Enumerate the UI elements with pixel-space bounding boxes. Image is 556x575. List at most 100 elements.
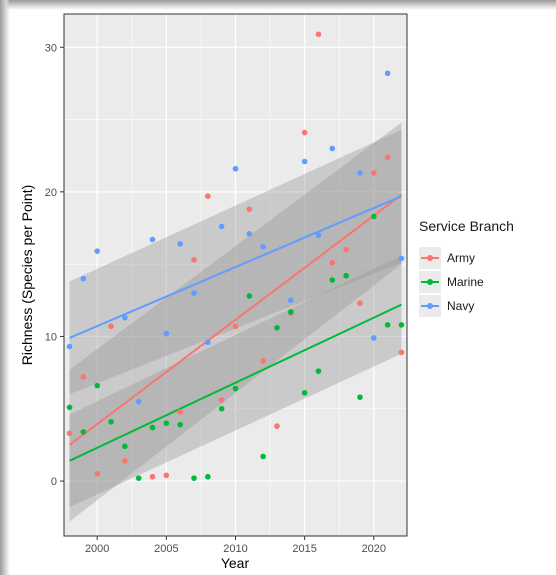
y-tick-label: 20 xyxy=(45,187,57,199)
data-point-marine xyxy=(315,368,322,374)
data-point-navy xyxy=(177,241,183,247)
fit-line-army xyxy=(68,193,403,446)
data-point-navy xyxy=(94,248,100,254)
legend-label-army: Army xyxy=(447,251,475,265)
data-point-navy xyxy=(315,232,322,239)
data-point-marine xyxy=(205,473,211,480)
y-tick-label: 30 xyxy=(45,42,57,54)
data-point-navy xyxy=(205,339,211,346)
data-point-navy xyxy=(218,223,225,230)
y-tick-label: 10 xyxy=(45,331,57,343)
data-point-army xyxy=(149,473,156,480)
data-point-army xyxy=(343,246,349,253)
data-point-army xyxy=(94,471,100,477)
legend-item-navy: Navy xyxy=(416,294,556,318)
fit-line-marine xyxy=(69,303,402,462)
data-point-navy xyxy=(191,290,197,296)
legend-label-marine: Marine xyxy=(447,275,484,289)
x-axis-ticks: 2000 2005 2010 2015 2020 xyxy=(85,536,386,555)
fit-lines xyxy=(68,193,403,462)
data-point-marine xyxy=(246,293,253,299)
data-point-navy xyxy=(384,70,391,77)
data-point-marine xyxy=(384,322,391,328)
confidence-ribbon-marine xyxy=(69,255,402,508)
legend-key-navy xyxy=(419,295,441,317)
x-tick-label: 2005 xyxy=(154,543,178,555)
confidence-ribbon-navy xyxy=(69,129,402,395)
data-point-army xyxy=(274,423,280,429)
grid-lines xyxy=(64,14,407,536)
y-axis-label: Richness (Species per Point) xyxy=(19,185,35,366)
window-shadow-top xyxy=(0,0,556,10)
data-point-navy xyxy=(329,145,336,152)
data-point-army xyxy=(232,323,239,330)
x-tick-label: 2015 xyxy=(292,543,316,555)
data-point-marine xyxy=(343,272,349,279)
data-point-marine xyxy=(191,475,197,481)
data-point-navy xyxy=(232,165,239,172)
data-point-army xyxy=(122,458,128,464)
data-point-navy xyxy=(80,275,87,282)
data-point-navy xyxy=(301,158,308,165)
data-point-marine xyxy=(177,421,183,428)
data-point-navy xyxy=(149,236,156,243)
data-point-army xyxy=(218,397,225,403)
data-point-marine xyxy=(357,394,363,400)
data-point-marine xyxy=(149,424,156,431)
legend: Service Branch Army Marine Navy xyxy=(416,218,556,318)
data-point-marine xyxy=(218,405,225,412)
data-point-marine xyxy=(371,213,377,220)
data-point-army xyxy=(108,323,114,330)
x-tick-label: 2020 xyxy=(362,543,386,555)
fit-line-navy xyxy=(69,195,402,339)
data-points xyxy=(66,31,405,481)
legend-title: Service Branch xyxy=(419,218,514,234)
data-point-navy xyxy=(371,335,377,341)
data-point-army xyxy=(357,300,363,306)
window-shadow-left xyxy=(0,0,10,575)
data-point-marine xyxy=(135,475,142,481)
data-point-army xyxy=(384,154,391,160)
data-point-army xyxy=(398,349,405,356)
data-point-marine xyxy=(301,390,308,396)
data-point-marine xyxy=(329,277,336,283)
legend-item-marine: Marine xyxy=(416,270,556,294)
data-point-army xyxy=(205,193,211,199)
y-tick-label: 0 xyxy=(51,476,57,488)
legend-label-navy: Navy xyxy=(447,299,475,313)
data-point-marine xyxy=(288,309,294,315)
x-axis-label: Year xyxy=(221,555,250,571)
data-point-marine xyxy=(108,418,114,425)
data-point-army xyxy=(163,472,170,479)
data-point-navy xyxy=(66,343,73,350)
data-point-navy xyxy=(246,230,253,237)
data-point-marine xyxy=(66,404,73,411)
legend-item-army: Army xyxy=(416,246,556,270)
data-point-navy xyxy=(398,255,405,262)
data-point-navy xyxy=(288,297,294,304)
legend-key-army xyxy=(419,247,441,269)
data-point-marine xyxy=(232,385,239,392)
data-point-marine xyxy=(94,382,100,389)
data-point-army xyxy=(177,408,183,415)
data-point-army xyxy=(301,129,308,136)
data-point-navy xyxy=(163,330,170,337)
legend-key-marine xyxy=(419,271,441,293)
data-point-army xyxy=(371,170,377,176)
data-point-army xyxy=(329,259,336,266)
data-point-marine xyxy=(122,443,128,450)
data-point-army xyxy=(246,206,253,213)
data-point-marine xyxy=(274,324,280,331)
data-point-navy xyxy=(135,398,142,405)
data-point-navy xyxy=(357,170,363,176)
data-point-marine xyxy=(398,322,405,328)
data-point-marine xyxy=(80,429,87,435)
data-point-army xyxy=(66,430,73,437)
data-point-army xyxy=(315,31,322,38)
data-point-marine xyxy=(163,420,170,427)
data-point-army xyxy=(260,358,266,364)
data-point-navy xyxy=(122,314,128,321)
data-point-army xyxy=(191,257,197,263)
x-tick-label: 2000 xyxy=(85,543,109,555)
